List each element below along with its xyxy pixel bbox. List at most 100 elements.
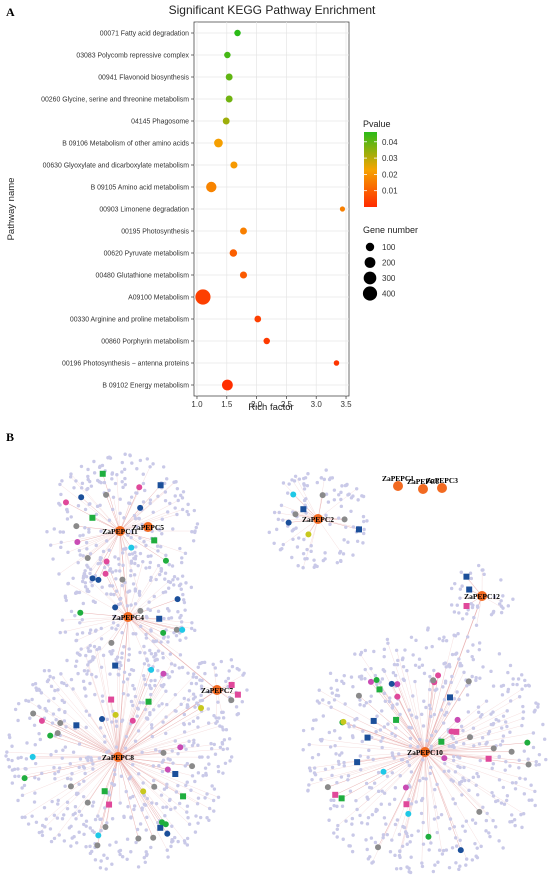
neighbor-node xyxy=(140,750,144,755)
neighbor-node xyxy=(328,745,333,749)
neighbor-node xyxy=(522,792,527,796)
neighbor-node xyxy=(309,549,313,554)
neighbor-node xyxy=(523,683,528,688)
neighbor-node xyxy=(432,817,437,821)
network-edge xyxy=(47,681,119,758)
neighbor-node xyxy=(144,716,149,720)
neighbor-node xyxy=(422,671,427,676)
colored-node-square xyxy=(453,728,460,735)
neighbor-node xyxy=(181,490,186,494)
neighbor-node xyxy=(440,852,445,856)
neighbor-node xyxy=(379,802,383,806)
enrichment-point xyxy=(230,161,238,169)
colored-node xyxy=(128,544,135,551)
neighbor-node xyxy=(439,708,444,712)
colored-node xyxy=(84,554,91,561)
neighbor-node xyxy=(121,485,125,490)
neighbor-node xyxy=(110,584,115,588)
neighbor-node xyxy=(375,714,379,718)
neighbor-node xyxy=(135,714,139,718)
neighbor-node xyxy=(84,653,88,658)
neighbor-node xyxy=(485,811,489,816)
neighbor-node xyxy=(84,756,89,760)
neighbor-node xyxy=(419,712,424,717)
network-edge xyxy=(70,756,119,787)
network-edge xyxy=(281,505,319,520)
neighbor-node xyxy=(71,750,76,754)
neighbor-node xyxy=(506,687,511,692)
neighbor-node xyxy=(111,649,115,653)
network-edge xyxy=(117,701,149,758)
neighbor-node xyxy=(87,530,91,534)
neighbor-node xyxy=(290,478,294,482)
neighbor-node xyxy=(28,716,32,720)
neighbor-node xyxy=(420,663,425,667)
neighbor-node xyxy=(80,579,85,584)
colored-node xyxy=(290,491,297,498)
neighbor-node xyxy=(186,512,191,517)
neighbor-node xyxy=(114,840,118,844)
pathway-label: 03083 Polycomb repressive complex xyxy=(76,53,189,60)
neighbor-node xyxy=(98,464,102,469)
neighbor-node xyxy=(324,492,329,496)
neighbor-node xyxy=(334,752,338,756)
neighbor-node xyxy=(32,800,37,804)
neighbor-node xyxy=(170,749,174,753)
neighbor-node xyxy=(52,836,57,841)
neighbor-node xyxy=(413,679,417,684)
neighbor-node xyxy=(358,703,362,707)
neighbor-node xyxy=(465,684,469,688)
neighbor-node xyxy=(98,726,103,730)
neighbor-node xyxy=(361,541,365,545)
neighbor-node xyxy=(359,677,364,681)
neighbor-node xyxy=(83,526,87,530)
neighbor-node xyxy=(81,794,86,799)
x-tick-label: 3.0 xyxy=(311,400,323,409)
neighbor-node xyxy=(189,585,194,590)
neighbor-node xyxy=(51,676,56,680)
neighbor-node xyxy=(508,764,512,768)
neighbor-node xyxy=(305,547,309,552)
neighbor-node xyxy=(194,814,198,818)
neighbor-node xyxy=(471,657,476,662)
neighbor-node xyxy=(161,465,166,469)
neighbor-node xyxy=(334,678,339,683)
neighbor-node xyxy=(98,866,103,870)
neighbor-node xyxy=(390,703,395,708)
neighbor-node xyxy=(167,798,172,803)
neighbor-node xyxy=(120,551,125,555)
neighbor-node xyxy=(382,654,386,659)
neighbor-node xyxy=(156,527,161,532)
neighbor-node xyxy=(52,765,56,770)
neighbor-node xyxy=(435,782,439,787)
neighbor-node xyxy=(494,717,498,722)
neighbor-node xyxy=(149,651,154,656)
neighbor-node xyxy=(65,806,70,811)
colored-node-square xyxy=(157,824,164,831)
neighbor-node xyxy=(476,710,481,714)
neighbor-node xyxy=(471,775,476,780)
network-edge xyxy=(317,518,359,528)
colored-node-square xyxy=(370,717,377,724)
neighbor-node xyxy=(87,713,92,717)
neighbor-node xyxy=(86,467,90,472)
colored-node xyxy=(508,748,515,755)
neighbor-node xyxy=(323,551,327,555)
neighbor-node xyxy=(166,586,171,590)
neighbor-node xyxy=(47,668,51,673)
neighbor-node xyxy=(341,837,345,841)
neighbor-node xyxy=(501,594,505,598)
neighbor-node xyxy=(176,577,180,581)
neighbor-node xyxy=(366,815,371,820)
neighbor-node xyxy=(176,498,180,503)
neighbor-node xyxy=(181,592,185,597)
neighbor-node xyxy=(527,798,531,802)
panel-a-label: A xyxy=(6,5,15,19)
colored-node xyxy=(148,666,155,673)
neighbor-node xyxy=(317,688,321,692)
network-edge xyxy=(100,727,119,758)
network-edge xyxy=(117,725,220,758)
neighbor-node xyxy=(398,712,402,717)
neighbor-node xyxy=(161,656,165,660)
